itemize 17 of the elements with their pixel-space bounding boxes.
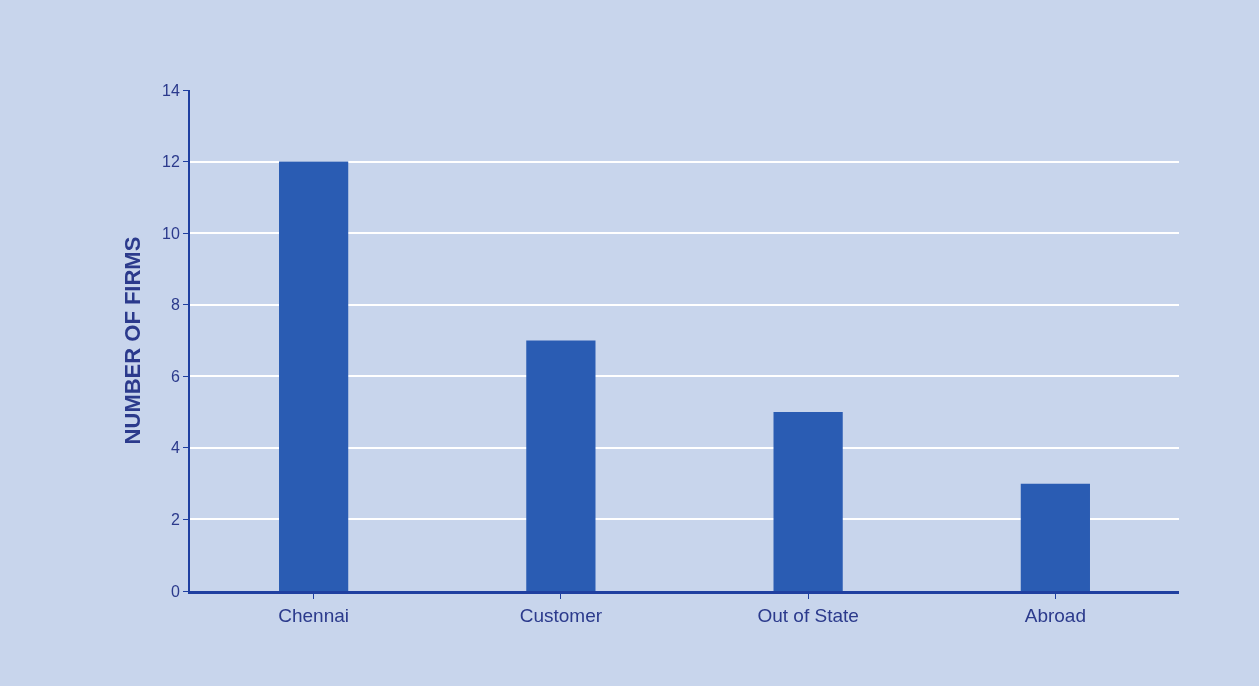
x-tick-label: Out of State: [757, 604, 859, 626]
y-tick-label: 8: [170, 296, 180, 314]
bar: [279, 161, 349, 591]
x-tick-label: Customer: [519, 604, 603, 626]
bar: [773, 412, 843, 591]
y-tick-label: 0: [170, 582, 180, 600]
x-tick-label: Abroad: [1024, 604, 1087, 626]
bar: [526, 340, 596, 591]
y-tick-label: 10: [162, 224, 180, 242]
y-axis-title: NUMBER OF FIRMS: [120, 236, 146, 445]
y-tick-label: 6: [170, 367, 180, 385]
y-tick-label: 14: [162, 81, 180, 99]
y-tick-label: 12: [162, 153, 180, 171]
y-tick-label: 4: [170, 439, 180, 457]
x-tick-label: Chennai: [278, 604, 350, 626]
bar: [1020, 483, 1090, 591]
y-tick-label: 2: [170, 511, 180, 529]
